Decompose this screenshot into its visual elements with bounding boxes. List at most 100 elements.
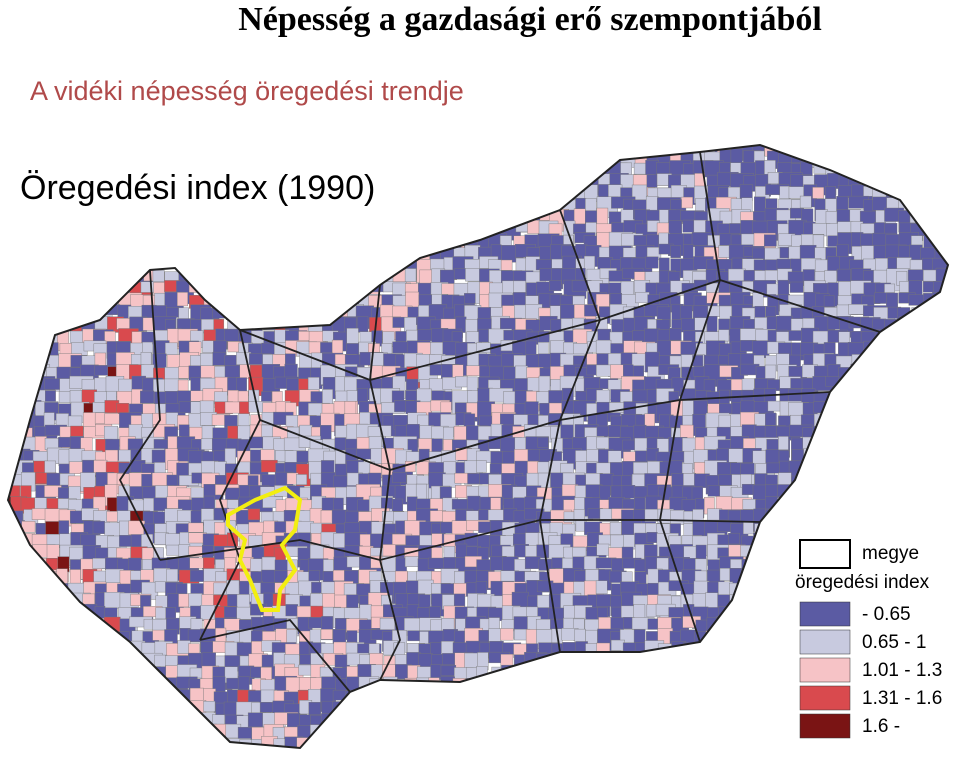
municipality [584, 739, 601, 748]
municipality [393, 163, 413, 181]
municipality [8, 653, 11, 671]
municipality [514, 163, 538, 182]
municipality [8, 427, 19, 442]
municipality [933, 485, 948, 510]
municipality [693, 679, 709, 704]
municipality [862, 460, 881, 473]
municipality [431, 209, 444, 229]
municipality [523, 145, 547, 152]
municipality [887, 403, 904, 415]
municipality [23, 342, 38, 362]
municipality [58, 281, 79, 300]
municipality [922, 364, 942, 388]
municipality [225, 234, 250, 257]
municipality [417, 148, 433, 161]
municipality [696, 750, 712, 761]
municipality [178, 749, 194, 761]
municipality [79, 210, 100, 229]
municipality [562, 150, 574, 169]
municipality [203, 150, 228, 163]
municipality [226, 750, 237, 761]
municipality [32, 604, 56, 626]
municipality [765, 654, 777, 679]
municipality [405, 688, 430, 704]
municipality [345, 258, 364, 272]
municipality [20, 558, 38, 572]
municipality [117, 510, 131, 523]
municipality [155, 208, 178, 221]
municipality [872, 162, 897, 183]
municipality [884, 751, 895, 761]
municipality [607, 450, 622, 465]
municipality [945, 655, 948, 677]
municipality [575, 149, 594, 173]
municipality [8, 606, 11, 631]
municipality [440, 665, 457, 676]
municipality [119, 269, 134, 286]
municipality [95, 222, 111, 246]
municipality [836, 389, 860, 407]
municipality [860, 510, 883, 524]
municipality [9, 391, 30, 405]
municipality [453, 690, 478, 705]
municipality [945, 712, 948, 733]
municipality [454, 199, 477, 218]
municipality [488, 207, 503, 223]
municipality [561, 162, 578, 183]
municipality [635, 291, 650, 304]
municipality [836, 510, 858, 531]
municipality [596, 543, 610, 556]
municipality [463, 184, 483, 206]
municipality [765, 412, 777, 426]
municipality [46, 544, 60, 561]
municipality [754, 651, 777, 668]
municipality [775, 736, 787, 748]
municipality [523, 701, 541, 717]
municipality [695, 544, 707, 561]
municipality [527, 712, 550, 731]
municipality [67, 629, 92, 651]
municipality [935, 341, 948, 365]
municipality [260, 223, 281, 242]
municipality [32, 451, 48, 462]
municipality [308, 737, 329, 748]
municipality [81, 640, 96, 653]
municipality [236, 352, 252, 365]
municipality [309, 244, 333, 258]
municipality [907, 269, 924, 281]
municipality [105, 641, 125, 665]
municipality [707, 738, 727, 748]
municipality [887, 519, 905, 538]
municipality [488, 726, 504, 745]
municipality [406, 737, 430, 748]
municipality [944, 497, 948, 508]
legend-title: öregedési index [795, 572, 930, 593]
municipality [321, 223, 335, 237]
municipality [284, 209, 304, 221]
municipality [95, 232, 114, 252]
municipality [908, 472, 930, 493]
municipality [323, 232, 345, 247]
municipality [946, 411, 948, 435]
municipality [778, 715, 791, 738]
municipality [465, 162, 479, 187]
municipality [117, 701, 140, 726]
municipality [383, 145, 396, 149]
municipality [371, 723, 392, 743]
municipality [8, 546, 11, 558]
municipality [116, 259, 136, 283]
municipality [643, 654, 659, 678]
municipality [200, 211, 222, 231]
municipality [23, 655, 39, 676]
municipality [466, 223, 482, 237]
municipality [560, 184, 573, 200]
municipality [849, 471, 872, 495]
municipality [754, 583, 775, 599]
municipality [537, 196, 559, 211]
municipality [777, 689, 802, 714]
municipality [140, 738, 158, 748]
municipality [802, 486, 822, 498]
municipality [860, 448, 885, 472]
municipality [623, 678, 647, 699]
municipality [827, 391, 845, 414]
